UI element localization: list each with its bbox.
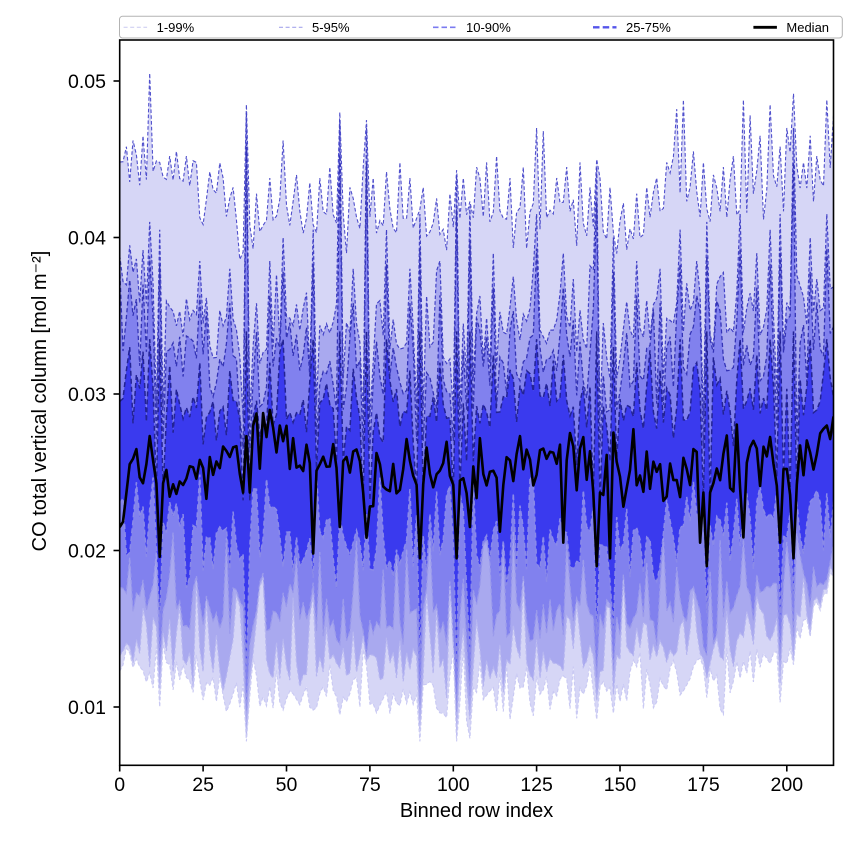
svg-text:CO total vertical column [mol: CO total vertical column [mol m⁻²]: [29, 251, 51, 552]
svg-text:25-75%: 25-75%: [626, 20, 671, 35]
svg-text:75: 75: [359, 774, 381, 796]
svg-text:10-90%: 10-90%: [466, 20, 511, 35]
svg-text:25: 25: [192, 774, 214, 796]
svg-text:100: 100: [437, 774, 470, 796]
svg-text:5-95%: 5-95%: [312, 20, 350, 35]
svg-text:175: 175: [687, 774, 720, 796]
svg-text:Median: Median: [786, 20, 829, 35]
svg-text:0.03: 0.03: [68, 384, 106, 406]
svg-text:0.01: 0.01: [68, 697, 106, 719]
svg-text:50: 50: [276, 774, 298, 796]
svg-text:1-99%: 1-99%: [157, 20, 195, 35]
svg-text:0.05: 0.05: [68, 71, 106, 93]
svg-text:125: 125: [520, 774, 553, 796]
svg-text:0: 0: [114, 774, 125, 796]
svg-text:Binned row index: Binned row index: [400, 800, 553, 822]
svg-text:150: 150: [604, 774, 637, 796]
svg-text:0.02: 0.02: [68, 540, 106, 562]
svg-text:200: 200: [771, 774, 804, 796]
svg-text:0.04: 0.04: [68, 227, 106, 249]
